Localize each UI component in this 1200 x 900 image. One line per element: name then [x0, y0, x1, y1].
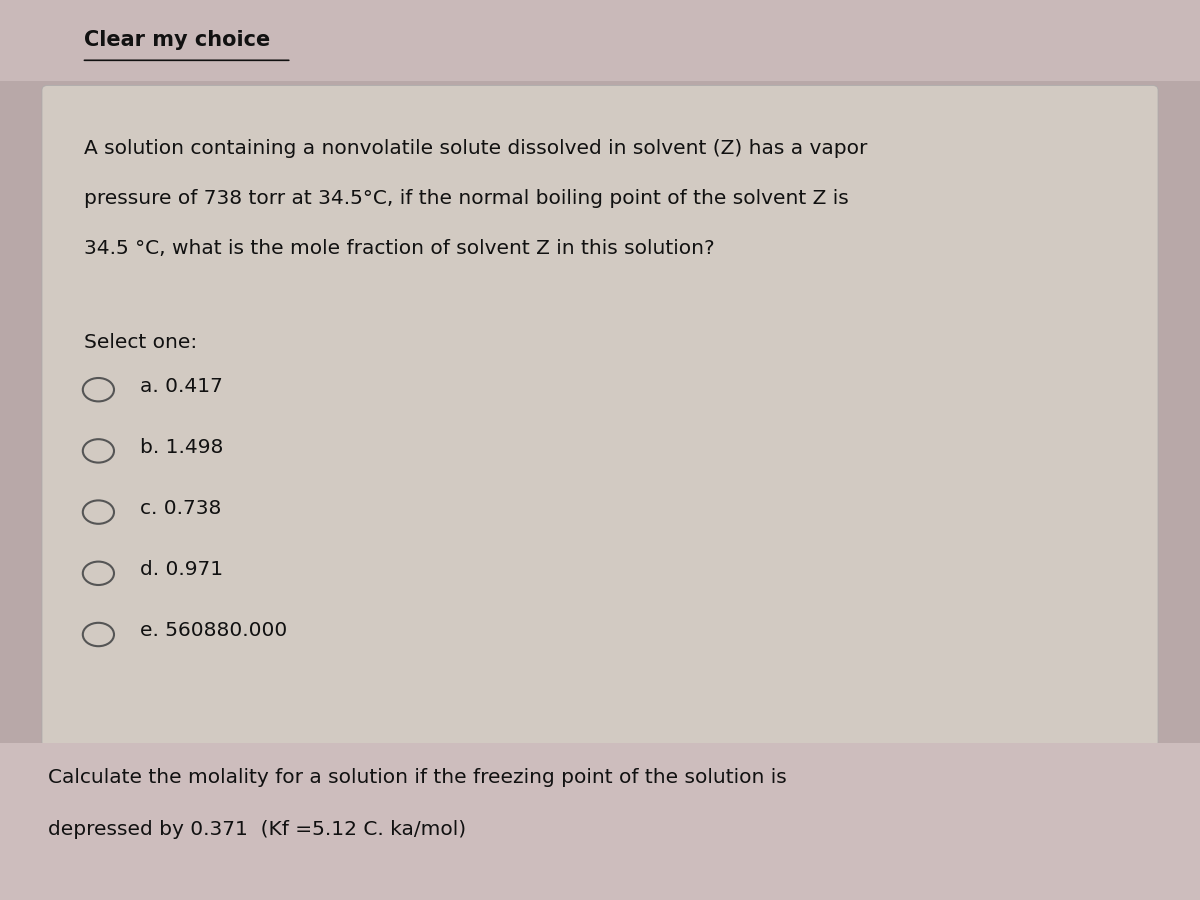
Text: Clear my choice: Clear my choice — [84, 31, 270, 50]
Text: d. 0.971: d. 0.971 — [140, 560, 223, 580]
Text: pressure of 738 torr at 34.5°C, if the normal boiling point of the solvent Z is: pressure of 738 torr at 34.5°C, if the n… — [84, 189, 848, 208]
Text: A solution containing a nonvolatile solute dissolved in solvent (Z) has a vapor: A solution containing a nonvolatile solu… — [84, 140, 868, 158]
Text: Calculate the molality for a solution if the freezing point of the solution is: Calculate the molality for a solution if… — [48, 768, 787, 787]
Text: a. 0.417: a. 0.417 — [140, 376, 223, 396]
Text: c. 0.738: c. 0.738 — [140, 499, 222, 518]
Circle shape — [83, 439, 114, 463]
FancyBboxPatch shape — [42, 86, 1158, 747]
Circle shape — [83, 623, 114, 646]
Text: depressed by 0.371  (Kf =5.12 C. ka/mol): depressed by 0.371 (Kf =5.12 C. ka/mol) — [48, 820, 466, 839]
Text: 34.5 °C, what is the mole fraction of solvent Z in this solution?: 34.5 °C, what is the mole fraction of so… — [84, 238, 715, 257]
Circle shape — [83, 500, 114, 524]
Text: e. 560880.000: e. 560880.000 — [140, 621, 288, 641]
Text: b. 1.498: b. 1.498 — [140, 437, 223, 457]
Bar — [0, 0, 1200, 81]
Circle shape — [83, 378, 114, 401]
Text: Select one:: Select one: — [84, 333, 197, 352]
Bar — [0, 742, 1200, 900]
Circle shape — [83, 562, 114, 585]
